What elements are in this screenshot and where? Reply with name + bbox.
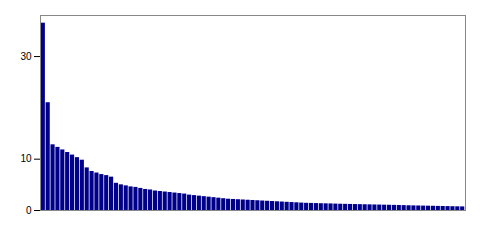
svg-text:0: 0 (26, 205, 32, 216)
svg-text:10: 10 (20, 153, 32, 164)
svg-text:30: 30 (20, 51, 32, 62)
